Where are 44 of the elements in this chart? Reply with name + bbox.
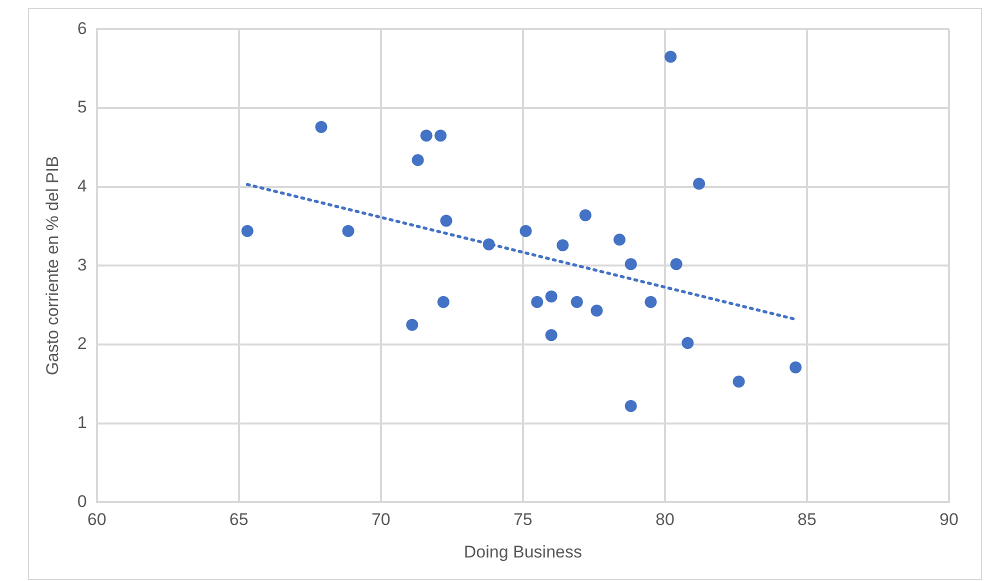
x-tick-label: 90 (940, 510, 958, 530)
y-tick-label: 1 (77, 413, 87, 432)
y-tick-label: 4 (77, 176, 87, 196)
point (434, 130, 447, 142)
point (590, 304, 603, 317)
point (406, 318, 418, 331)
point (342, 225, 354, 238)
y-tick-label: 6 (77, 18, 87, 38)
x-tick-label: 85 (798, 510, 816, 530)
point (644, 296, 657, 308)
point (531, 296, 544, 308)
point (614, 234, 626, 246)
point (440, 214, 452, 227)
point (241, 225, 254, 238)
x-tick-label: 80 (655, 510, 674, 530)
point (570, 296, 583, 308)
point (556, 239, 569, 252)
point (790, 361, 802, 374)
point (624, 400, 637, 412)
point (732, 376, 745, 388)
point (412, 154, 424, 166)
point (624, 258, 637, 270)
x-tick-label: 70 (371, 510, 390, 530)
point (545, 329, 558, 342)
point (579, 209, 592, 222)
point (545, 290, 558, 302)
point (682, 336, 694, 349)
y-tick-label: 3 (77, 255, 87, 274)
point (482, 238, 495, 250)
x-tick-label: 60 (87, 510, 106, 530)
point (437, 296, 450, 308)
y-tick-label: 5 (77, 98, 87, 117)
y-tick-label: 0 (77, 492, 87, 511)
point (520, 225, 532, 238)
y-tick-label: 2 (77, 334, 87, 354)
x-tick-label: 75 (513, 510, 532, 530)
x-tick-label: 65 (229, 510, 248, 530)
point (664, 50, 677, 63)
point (670, 258, 682, 270)
y-axis-title: Gasto corriente en % del PIB (42, 156, 62, 376)
x-axis-title: Doing Business (464, 542, 582, 562)
point (315, 120, 328, 133)
point (420, 130, 432, 142)
point (693, 178, 706, 190)
